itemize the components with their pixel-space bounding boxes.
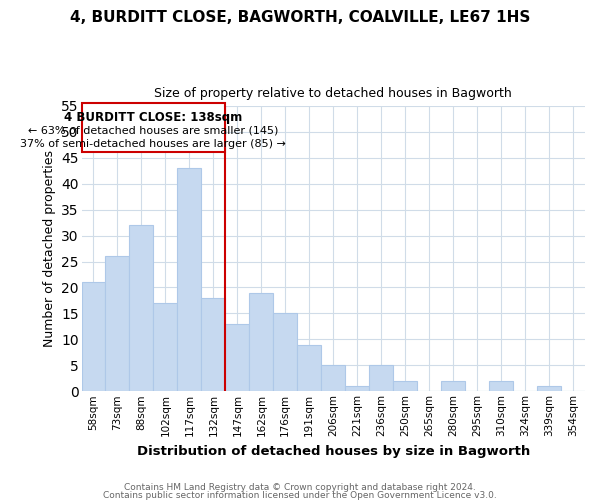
- Bar: [226, 324, 250, 392]
- Bar: [82, 282, 106, 392]
- Bar: [441, 381, 465, 392]
- Bar: [178, 168, 202, 392]
- Bar: [393, 381, 417, 392]
- Bar: [130, 225, 154, 392]
- Text: Contains public sector information licensed under the Open Government Licence v3: Contains public sector information licen…: [103, 490, 497, 500]
- Text: 4 BURDITT CLOSE: 138sqm: 4 BURDITT CLOSE: 138sqm: [64, 111, 242, 124]
- Bar: [106, 256, 130, 392]
- Bar: [537, 386, 561, 392]
- Bar: [202, 298, 226, 392]
- Bar: [154, 303, 178, 392]
- Bar: [321, 366, 345, 392]
- Text: 4, BURDITT CLOSE, BAGWORTH, COALVILLE, LE67 1HS: 4, BURDITT CLOSE, BAGWORTH, COALVILLE, L…: [70, 10, 530, 25]
- Title: Size of property relative to detached houses in Bagworth: Size of property relative to detached ho…: [154, 88, 512, 101]
- Bar: [369, 366, 393, 392]
- Bar: [297, 344, 321, 392]
- Text: ← 63% of detached houses are smaller (145): ← 63% of detached houses are smaller (14…: [28, 126, 278, 136]
- FancyBboxPatch shape: [82, 103, 226, 152]
- Text: 37% of semi-detached houses are larger (85) →: 37% of semi-detached houses are larger (…: [20, 138, 286, 148]
- Bar: [274, 314, 297, 392]
- Bar: [250, 292, 274, 392]
- Text: Contains HM Land Registry data © Crown copyright and database right 2024.: Contains HM Land Registry data © Crown c…: [124, 484, 476, 492]
- Bar: [345, 386, 369, 392]
- Y-axis label: Number of detached properties: Number of detached properties: [43, 150, 56, 347]
- Bar: [489, 381, 513, 392]
- X-axis label: Distribution of detached houses by size in Bagworth: Distribution of detached houses by size …: [137, 444, 530, 458]
